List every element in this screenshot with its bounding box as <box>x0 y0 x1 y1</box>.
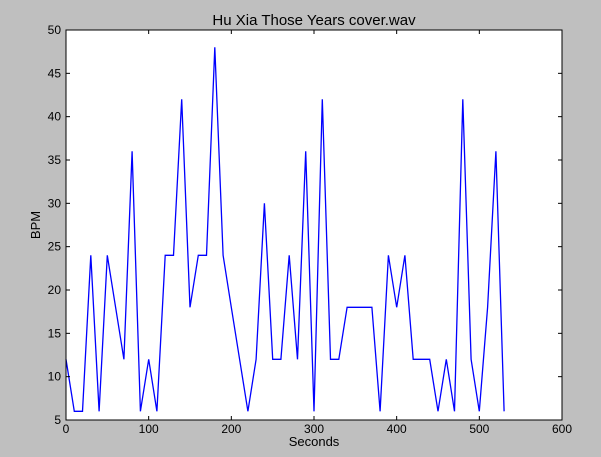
y-tick-label: 30 <box>48 196 62 210</box>
y-tick-label: 25 <box>48 240 62 254</box>
y-axis-label: BPM <box>28 211 43 239</box>
x-tick-label: 400 <box>387 422 407 436</box>
line-layer <box>65 47 505 412</box>
x-tick-label: 200 <box>221 422 241 436</box>
x-tick-label: 100 <box>139 422 159 436</box>
x-tick-label: 600 <box>552 422 572 436</box>
x-tick-label: 500 <box>469 422 489 436</box>
data-series-line <box>65 47 505 412</box>
y-tick-label: 35 <box>48 153 62 167</box>
plot-area <box>66 30 562 420</box>
chart-title: Hu Xia Those Years cover.wav <box>212 12 416 29</box>
x-tick-label: 0 <box>63 422 70 436</box>
y-tick-label: 15 <box>48 326 62 340</box>
ticks-layer: 0 100 200 300 400 500 600 5 10 15 20 25 30 35 40 45 50 <box>48 23 573 436</box>
y-tick-label: 10 <box>48 370 62 384</box>
plot-frame <box>65 29 563 421</box>
y-tick-label: 50 <box>48 23 62 37</box>
y-tick-label: 40 <box>48 110 62 124</box>
y-tick-label: 5 <box>54 413 61 427</box>
y-tick-label: 20 <box>48 283 62 297</box>
x-tick-label: 300 <box>304 422 324 436</box>
x-axis-label: Seconds <box>289 434 340 449</box>
y-tick-label: 45 <box>48 66 62 80</box>
